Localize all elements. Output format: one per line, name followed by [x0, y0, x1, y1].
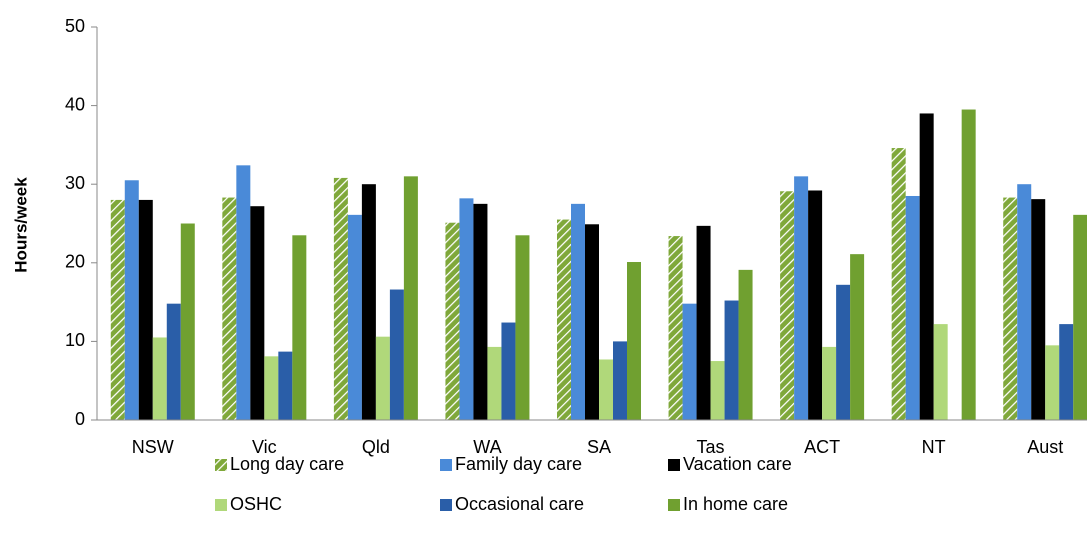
legend-label: OSHC — [230, 494, 282, 514]
bar — [389, 289, 404, 420]
bar — [585, 224, 599, 420]
bar — [361, 184, 376, 420]
bar — [571, 203, 585, 420]
bar — [250, 206, 265, 420]
y-tick-label: 20 — [65, 252, 85, 272]
y-tick-label: 40 — [65, 94, 85, 114]
bar — [1017, 184, 1032, 420]
legend-label: Family day care — [455, 454, 582, 474]
x-tick-label: SA — [587, 437, 611, 457]
legend-swatch — [215, 459, 227, 471]
legend-label: Long day care — [230, 454, 344, 474]
bar — [515, 235, 530, 420]
legend-label: In home care — [683, 494, 788, 514]
bar — [180, 223, 195, 420]
bar — [347, 214, 362, 420]
bar — [557, 219, 571, 420]
bar — [682, 303, 697, 420]
bar — [333, 177, 348, 420]
bar — [487, 346, 502, 420]
bar — [613, 341, 627, 420]
bar — [236, 165, 251, 420]
bar — [794, 176, 809, 420]
bar — [710, 361, 725, 420]
y-tick-label: 10 — [65, 330, 85, 350]
bar — [124, 180, 139, 420]
bar — [808, 190, 823, 420]
bar — [222, 197, 237, 420]
bar — [292, 235, 307, 420]
bar — [724, 300, 739, 420]
legend-swatch — [668, 459, 680, 471]
bar — [780, 191, 795, 420]
bar — [696, 225, 711, 420]
y-tick-label: 30 — [65, 173, 85, 193]
bar — [919, 113, 934, 421]
legend-label: Occasional care — [455, 494, 584, 514]
x-tick-label: NT — [922, 437, 946, 457]
x-tick-label: Aust — [1027, 437, 1063, 457]
bar — [627, 262, 641, 420]
legend-swatch — [215, 499, 227, 511]
bar — [1045, 345, 1060, 420]
bar — [1031, 199, 1046, 420]
bar — [905, 195, 920, 420]
bar — [822, 346, 837, 420]
bar — [668, 236, 683, 420]
bar — [110, 199, 125, 420]
x-tick-label: Vic — [252, 437, 277, 457]
bar — [459, 198, 474, 420]
bar — [166, 303, 181, 420]
bar — [1003, 197, 1018, 420]
y-tick-label: 0 — [75, 409, 85, 429]
bar — [152, 337, 167, 420]
bar — [1059, 324, 1074, 420]
x-tick-label: ACT — [804, 437, 840, 457]
bar — [850, 254, 865, 420]
x-tick-label: Qld — [362, 437, 390, 457]
x-tick-label: Tas — [697, 437, 725, 457]
legend-swatch — [668, 499, 680, 511]
x-tick-label: NSW — [132, 437, 174, 457]
bar — [473, 203, 488, 420]
bar — [278, 351, 293, 420]
bar — [599, 359, 613, 420]
bar — [403, 176, 418, 420]
bar — [138, 199, 153, 420]
legend-swatch — [440, 459, 452, 471]
y-axis-label: Hours/week — [11, 177, 30, 273]
bar — [375, 336, 390, 420]
bar — [961, 109, 976, 420]
bar — [836, 284, 851, 420]
bar — [891, 148, 906, 420]
bar — [738, 269, 753, 420]
bar — [501, 322, 516, 420]
bar — [264, 356, 279, 420]
y-tick-label: 50 — [65, 16, 85, 36]
bar — [933, 324, 948, 420]
bar — [1073, 214, 1087, 420]
legend-swatch — [440, 499, 452, 511]
bar — [445, 222, 460, 420]
x-tick-label: WA — [473, 437, 501, 457]
legend-label: Vacation care — [683, 454, 792, 474]
